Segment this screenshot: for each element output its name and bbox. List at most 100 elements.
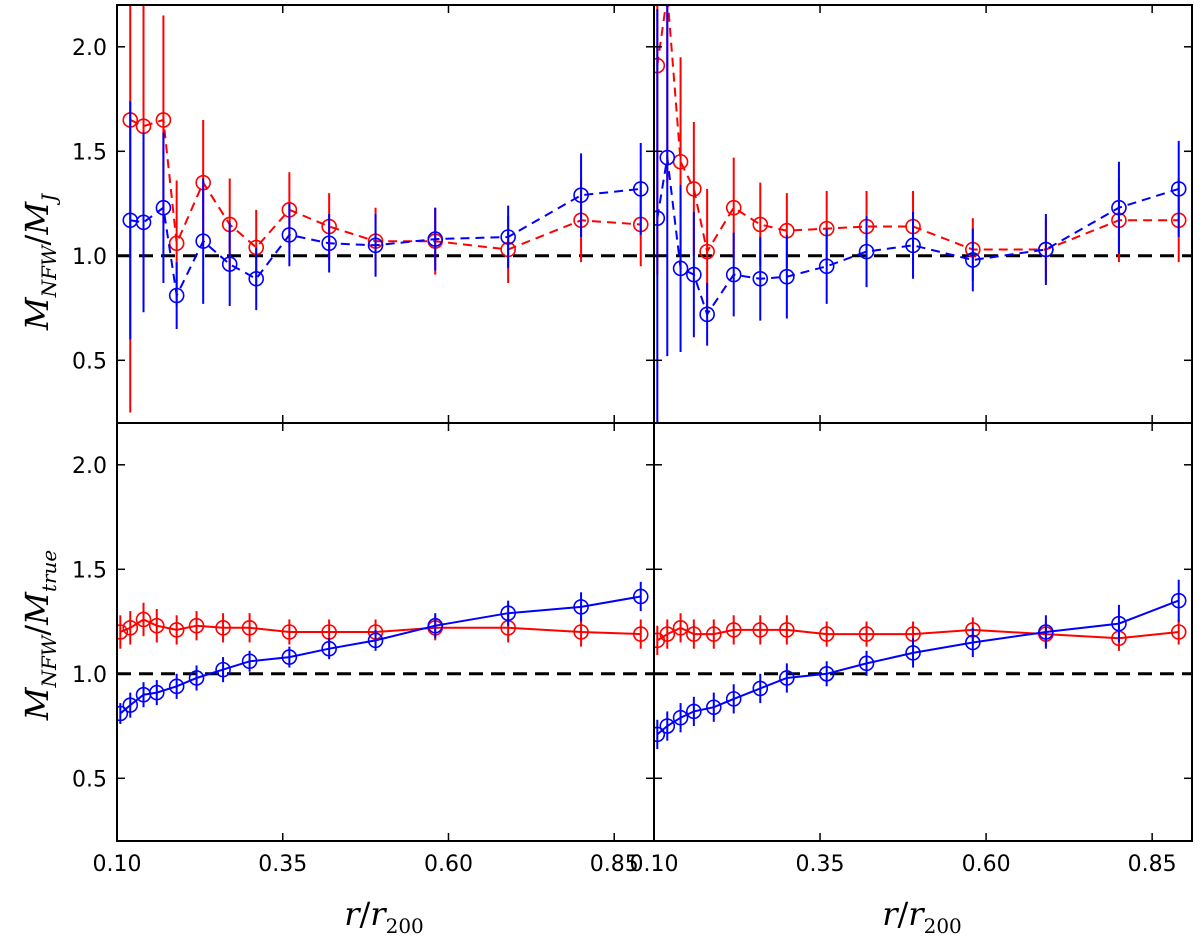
data-point — [155, 199, 172, 216]
data-point — [427, 231, 444, 247]
data-point — [122, 620, 139, 636]
series-blue — [117, 581, 649, 724]
panel-bottom-left — [116, 422, 655, 842]
data-point — [241, 653, 258, 670]
data-point — [1170, 592, 1187, 609]
panel-plot-area — [117, 5, 654, 413]
data-point — [168, 235, 185, 252]
series-blue — [654, 5, 1187, 423]
data-point — [135, 214, 152, 231]
data-point — [752, 216, 769, 233]
y-tick-label: 0.5 — [72, 767, 107, 792]
series-blue — [122, 101, 649, 340]
panel-plot-area — [654, 579, 1192, 750]
data-point — [632, 181, 649, 197]
y-tick-label: 0.5 — [72, 349, 107, 374]
panel-plot-area — [654, 0, 1192, 423]
data-point — [632, 626, 649, 642]
data-point — [818, 665, 835, 682]
x-tick-label: 0.10 — [93, 852, 142, 877]
data-point — [1111, 199, 1127, 216]
panel-frame — [653, 422, 1193, 842]
y-tick-label: 1.5 — [72, 140, 107, 165]
data-point — [725, 199, 742, 216]
data-point — [905, 645, 921, 661]
data-point — [1038, 241, 1054, 258]
data-point — [632, 588, 649, 605]
ticks-layer: 0.5 1.0 1.5 2.0 0.5 1.0 1.5 2.0 0.10 0.35 0.60 0.85… — [72, 36, 1177, 877]
x-tick-label: 0.85 — [590, 852, 639, 877]
data-point — [241, 620, 258, 636]
data-point — [573, 187, 589, 203]
data-point — [752, 622, 769, 638]
data-point — [155, 112, 172, 128]
data-point — [858, 626, 875, 642]
panels-layer — [116, 0, 1193, 842]
data-point — [135, 611, 152, 628]
panel-top-right — [653, 0, 1193, 424]
data-point — [686, 181, 702, 197]
y-tick-label: 2.0 — [72, 36, 107, 61]
x-tick-label: 0.10 — [630, 852, 679, 877]
data-point — [654, 210, 666, 226]
data-point — [215, 620, 231, 636]
data-point — [752, 680, 769, 697]
data-point — [367, 632, 384, 649]
data-point — [654, 726, 666, 743]
data-point — [672, 620, 689, 636]
data-point — [672, 260, 689, 277]
y-tick-label: 1.5 — [72, 558, 107, 583]
data-point — [699, 306, 715, 323]
data-point — [686, 266, 702, 283]
data-point — [188, 617, 205, 634]
data-point — [858, 243, 875, 260]
data-point — [699, 243, 715, 260]
series-blue — [654, 579, 1187, 750]
panel-top-left — [116, 4, 655, 424]
data-point — [818, 626, 835, 642]
data-point — [965, 634, 981, 651]
data-point — [500, 229, 516, 245]
data-point — [573, 624, 589, 640]
data-point — [122, 697, 139, 713]
series-blue-line — [656, 157, 1179, 317]
data-point — [321, 235, 337, 252]
data-point — [858, 655, 875, 672]
data-point — [660, 0, 674, 2]
data-point — [1170, 624, 1187, 640]
data-point — [281, 649, 298, 665]
data-point — [168, 678, 185, 695]
data-point — [321, 640, 337, 657]
x-tick-label: 0.35 — [258, 852, 307, 877]
data-point — [705, 699, 722, 716]
data-point — [215, 661, 231, 678]
series-blue-line — [119, 595, 641, 715]
data-point — [500, 605, 516, 621]
data-point — [573, 599, 589, 615]
series-red — [117, 602, 649, 649]
data-point — [117, 624, 129, 640]
x-tick-label: 0.85 — [1128, 852, 1177, 877]
y-axis-label-top: MNFW/MJ — [18, 193, 61, 331]
data-point — [281, 227, 298, 243]
data-point — [188, 670, 205, 686]
data-point — [686, 703, 702, 720]
data-point — [367, 237, 384, 254]
series-red — [122, 5, 649, 413]
data-point — [195, 233, 211, 249]
x-tick-label: 0.60 — [962, 852, 1011, 877]
x-tick-label: 0.35 — [796, 852, 845, 877]
data-point — [779, 670, 795, 686]
y-tick-label: 1.0 — [72, 245, 107, 270]
data-point — [168, 287, 185, 304]
data-point — [1111, 615, 1127, 632]
data-point — [779, 268, 795, 285]
data-point — [686, 626, 702, 642]
data-point — [905, 237, 921, 254]
data-point — [659, 149, 676, 166]
data-point — [818, 258, 835, 275]
data-point — [221, 256, 238, 272]
series-blue-line — [130, 187, 641, 299]
series-red — [654, 0, 1187, 315]
